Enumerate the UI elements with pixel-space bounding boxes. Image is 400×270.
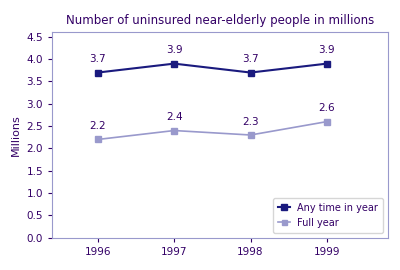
Text: 3.7: 3.7 (242, 54, 259, 64)
Legend: Any time in year, Full year: Any time in year, Full year (273, 198, 383, 233)
Any time in year (324, 62, 329, 65)
Title: Number of uninsured near-elderly people in millions: Number of uninsured near-elderly people … (66, 14, 374, 27)
Any time in year (248, 71, 253, 74)
Line: Any time in year: Any time in year (94, 60, 330, 76)
Text: 2.3: 2.3 (242, 117, 259, 127)
Full year (172, 129, 176, 132)
Text: 2.6: 2.6 (318, 103, 335, 113)
Full year (324, 120, 329, 123)
Text: 3.9: 3.9 (318, 45, 335, 55)
Any time in year (172, 62, 176, 65)
Text: 2.4: 2.4 (166, 112, 182, 122)
Y-axis label: Millions: Millions (11, 114, 21, 156)
Line: Full year: Full year (95, 119, 330, 142)
Any time in year (96, 71, 100, 74)
Full year (96, 138, 100, 141)
Text: 2.2: 2.2 (90, 121, 106, 131)
Text: 3.9: 3.9 (166, 45, 182, 55)
Full year (248, 133, 253, 137)
Text: 3.7: 3.7 (90, 54, 106, 64)
